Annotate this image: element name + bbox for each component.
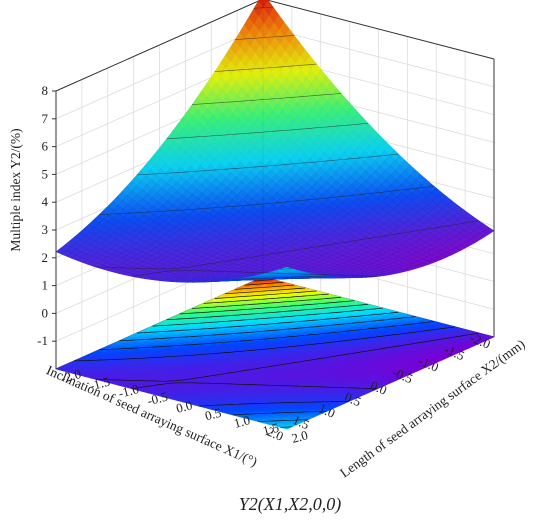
response-surface — [55, 0, 495, 283]
x-tick-label: -2.0 — [468, 330, 493, 352]
z-tick-label: 1 — [42, 278, 49, 293]
z-tick-label: 6 — [42, 139, 49, 154]
y-tick-label: 1.0 — [232, 412, 252, 431]
axis-ticks: -10123456782.01.51.00.50.0-0.5-1.0-1.5-2… — [37, 83, 493, 446]
y-tick-label: -2.0 — [59, 366, 83, 386]
x-tick-label: 0.5 — [342, 389, 363, 409]
z-tick-label: 5 — [42, 166, 49, 181]
y-tick-label: -1.0 — [117, 381, 141, 401]
y-tick-label: 0.0 — [174, 397, 194, 416]
contour-floor — [55, 276, 495, 430]
z-tick-label: 7 — [42, 111, 49, 126]
x-tick-label: 1.0 — [317, 401, 338, 421]
x-tick-label: 0.0 — [368, 378, 389, 398]
z-tick-label: 4 — [42, 194, 49, 209]
x-tick-label: -0.5 — [390, 364, 415, 386]
z-tick-label: 0 — [42, 305, 49, 320]
z-tick-label: -1 — [37, 333, 48, 348]
x-tick-label: -1.0 — [416, 353, 441, 375]
y-tick-label: 0.5 — [203, 405, 223, 424]
z-tick-label: 2 — [42, 250, 49, 265]
y-tick-label: -1.5 — [88, 374, 112, 394]
z-tick-label: 3 — [42, 222, 49, 237]
chart-caption: Y2(X1,X2,0,0) — [239, 494, 342, 515]
y-tick-label: 2.0 — [290, 427, 310, 446]
x-tick-label: 2.0 — [265, 424, 286, 444]
z-tick-label: 8 — [42, 83, 49, 98]
y-tick-label: -0.5 — [146, 389, 170, 409]
x-tick-label: 1.5 — [291, 412, 312, 432]
x-tick-label: -1.5 — [442, 341, 467, 363]
y-tick-label: 1.5 — [261, 420, 281, 439]
z-axis-label: Multiple index Y2/(%) — [8, 128, 23, 251]
